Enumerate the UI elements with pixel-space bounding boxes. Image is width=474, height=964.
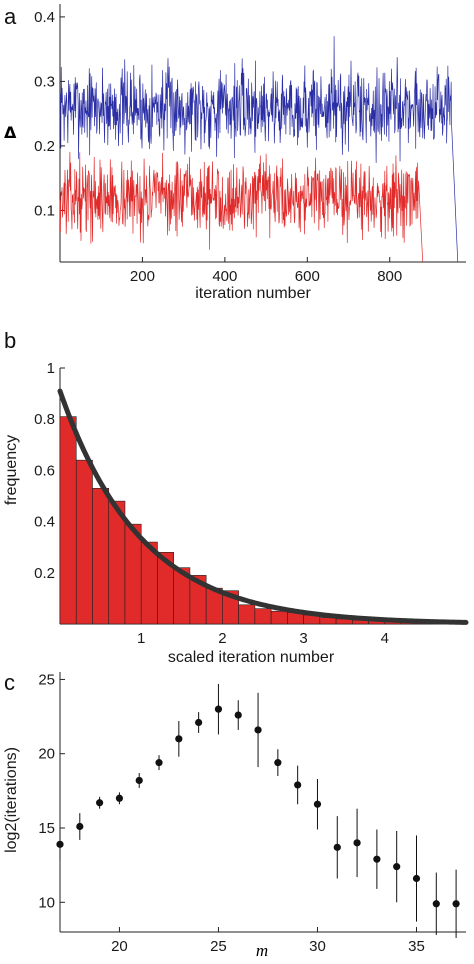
data-point bbox=[155, 759, 163, 767]
x-tick-label-b: 3 bbox=[299, 630, 307, 647]
data-point bbox=[195, 718, 203, 727]
histogram-bar bbox=[238, 604, 256, 625]
panel-label-c: c bbox=[4, 670, 15, 695]
y-tick-label-a: 0.1 bbox=[34, 202, 55, 219]
data-point bbox=[175, 735, 183, 743]
data-point bbox=[115, 794, 124, 802]
x-tick-label-b: 4 bbox=[381, 630, 389, 647]
y-tick-label-a: 0.3 bbox=[34, 73, 55, 90]
data-point bbox=[373, 855, 381, 863]
data-point bbox=[254, 726, 262, 734]
panel-a: a Δ iteration number 200 400 600 800 0.1 0.2 0… bbox=[4, 4, 466, 302]
y-axis-label-b: frequency bbox=[3, 435, 20, 505]
data-point bbox=[452, 900, 460, 908]
data-point bbox=[294, 781, 302, 789]
data-point bbox=[214, 705, 223, 713]
histogram-bar bbox=[59, 416, 77, 625]
data-point bbox=[333, 843, 341, 851]
data-point bbox=[393, 863, 401, 871]
panel-label-a: a bbox=[4, 4, 17, 29]
histogram-bar bbox=[254, 608, 272, 625]
x-tick-label-c: 20 bbox=[111, 938, 128, 955]
panel-label-b: b bbox=[4, 328, 16, 353]
data-point bbox=[76, 822, 84, 831]
x-tick-label-c: 25 bbox=[210, 938, 227, 955]
y-axis-label-a: Δ bbox=[4, 123, 17, 142]
histogram-bar bbox=[75, 459, 93, 625]
x-tick-label-a: 800 bbox=[377, 268, 402, 285]
series-line-a-blue bbox=[59, 36, 459, 263]
data-point bbox=[432, 900, 440, 908]
y-tick-label-a: 0.2 bbox=[34, 138, 55, 155]
y-tick-label-b: 0.4 bbox=[34, 514, 55, 531]
data-point bbox=[274, 759, 282, 767]
data-point bbox=[353, 839, 361, 847]
panel-c: c log2(iterations) m 20 25 30 35 10 15 20 25 bbox=[3, 670, 466, 960]
series-line-a-red bbox=[59, 151, 424, 263]
x-tick-label-c: 35 bbox=[408, 938, 425, 955]
x-tick-label-a: 400 bbox=[212, 268, 237, 285]
x-axis-label-b: scaled iteration number bbox=[168, 649, 335, 666]
x-axis-label-a: iteration number bbox=[195, 285, 311, 302]
x-axis-label-c: m bbox=[256, 941, 268, 960]
histogram-bar bbox=[270, 610, 288, 625]
data-point bbox=[313, 800, 322, 808]
x-tick-label-c: 30 bbox=[309, 938, 326, 955]
x-tick-label-b: 1 bbox=[137, 630, 145, 647]
y-tick-label-b: 0.2 bbox=[34, 565, 55, 582]
histogram-bar bbox=[319, 617, 337, 625]
y-tick-label-c: 25 bbox=[38, 671, 55, 688]
x-tick-label-b: 2 bbox=[218, 630, 226, 647]
y-axis-label-c: log2(iterations) bbox=[3, 747, 20, 853]
data-point bbox=[234, 711, 242, 719]
exponential-fit-curve bbox=[57, 388, 469, 625]
histogram-bar bbox=[92, 488, 110, 625]
panel-b: b frequency scaled iteration number 1 2 3 4… bbox=[3, 328, 469, 666]
y-tick-label-b: 0.6 bbox=[34, 462, 55, 479]
y-tick-label-c: 20 bbox=[38, 746, 55, 763]
y-tick-label-a: 0.4 bbox=[34, 9, 55, 26]
y-tick-label-b: 1 bbox=[47, 360, 55, 377]
y-tick-label-b: 0.8 bbox=[34, 411, 55, 428]
y-tick-label-c: 10 bbox=[38, 894, 55, 911]
data-point bbox=[96, 799, 104, 807]
data-point bbox=[56, 840, 64, 848]
data-point bbox=[412, 874, 421, 883]
data-point bbox=[135, 776, 143, 785]
y-tick-label-c: 15 bbox=[38, 820, 55, 837]
x-tick-label-a: 200 bbox=[130, 268, 155, 285]
x-tick-label-a: 600 bbox=[295, 268, 320, 285]
